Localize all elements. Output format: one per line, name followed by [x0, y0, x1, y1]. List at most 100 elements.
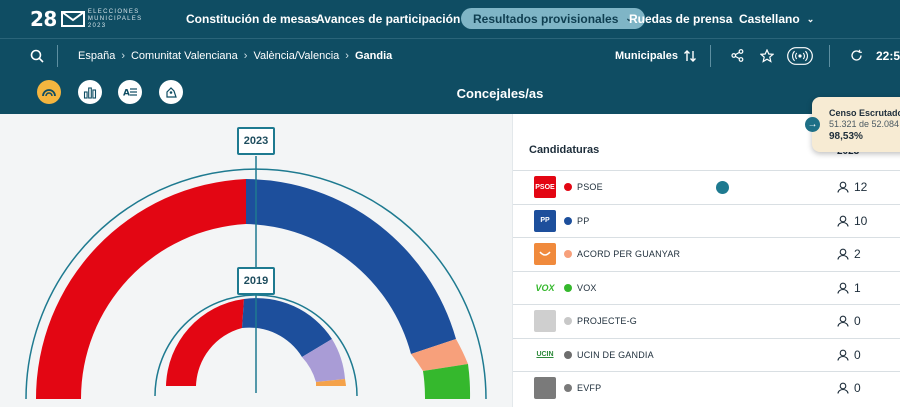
logo-number: 28 — [30, 7, 57, 31]
person-icon — [837, 215, 849, 227]
map-icon[interactable] — [159, 80, 183, 104]
party-color-dot — [564, 350, 572, 359]
chevron-down-icon: ⌄ — [625, 13, 633, 23]
seat-count: 2 — [854, 247, 861, 262]
bar-chart-icon[interactable] — [78, 80, 102, 104]
party-name: UCIN DE GANDIA — [577, 349, 654, 360]
vox-logo: VOX — [534, 276, 556, 299]
search-icon[interactable] — [30, 39, 44, 72]
seat-arc-psoe-2019[interactable] — [166, 299, 244, 386]
featured-icon[interactable] — [716, 180, 729, 194]
language-selector[interactable]: Castellano ⌄ — [739, 0, 814, 38]
seat-count: 10 — [854, 213, 868, 228]
nav-avances-participacion[interactable]: Avances de participación ⌄ — [316, 0, 475, 38]
year-label-2023: 2023 — [237, 127, 275, 155]
party-color-dot — [564, 317, 572, 326]
nav-label: Avances de participación — [316, 12, 461, 26]
party-color-dot — [564, 183, 572, 192]
breadcrumb-item[interactable]: Comunitat Valenciana — [130, 49, 238, 62]
seat-arc-psoe-2023[interactable] — [35, 179, 247, 399]
candidate-row[interactable]: PP PP 10 — [513, 203, 900, 238]
clock-time: 22:51 — [876, 48, 900, 63]
person-icon — [837, 349, 849, 361]
live-broadcast-icon[interactable] — [787, 39, 813, 72]
nav-label: Resultados provisionales — [473, 11, 619, 26]
chevron-right-icon: › — [243, 49, 248, 62]
seat-count: 1 — [854, 280, 861, 295]
nav-constitucion-mesas[interactable]: Constitución de mesas — [186, 0, 317, 38]
acord-logo — [534, 243, 556, 266]
nav-resultados-provisionales[interactable]: Resultados provisionales ⌄ — [461, 8, 645, 29]
seat-arc-pp-2023[interactable] — [246, 179, 456, 354]
party-color-dot — [564, 250, 572, 259]
candidate-row[interactable]: UCIN UCIN DE GANDIA 0 — [513, 337, 900, 372]
candidate-row[interactable]: VOX VOX 1 — [513, 270, 900, 305]
censo-counted: 51.321 de 52.084 — [829, 119, 900, 129]
seat-count: 0 — [854, 314, 861, 329]
divider — [710, 45, 711, 67]
divider — [57, 45, 58, 67]
logo-text: PP — [540, 217, 550, 225]
seat-arc-vox-2023[interactable] — [423, 364, 471, 399]
seat-arc-acord-2023[interactable] — [411, 339, 468, 371]
election-type-label: Municipales — [615, 49, 678, 62]
candidate-row[interactable]: EVFP 0 — [513, 371, 900, 405]
person-icon — [837, 181, 849, 193]
candidate-row[interactable]: PSOE PSOE 12 — [513, 170, 900, 204]
candidate-row[interactable]: ACORD PER GUANYAR 2 — [513, 237, 900, 271]
person-icon — [837, 315, 849, 327]
party-color-dot — [564, 384, 572, 393]
seat-count: 0 — [854, 347, 861, 362]
arrow-right-icon[interactable]: → — [805, 117, 820, 132]
breadcrumb-current: Gandia — [354, 49, 393, 62]
person-icon — [837, 282, 849, 294]
ucin-logo: UCIN — [534, 343, 556, 366]
divider — [829, 45, 830, 67]
section-bar: A Concejales/as — [0, 72, 900, 114]
nav-label: Ruedas de prensa — [629, 12, 733, 26]
chevron-down-icon: ⌄ — [806, 13, 815, 24]
party-color-dot — [564, 283, 572, 292]
logo-text: VOX — [535, 282, 555, 293]
sort-icon[interactable] — [684, 39, 696, 72]
projecte-g-logo — [534, 310, 556, 333]
star-icon[interactable] — [760, 39, 774, 72]
candidates-panel: Candidaturas 2023 PSOE PSOE 12 PP PP 10 … — [512, 114, 900, 407]
seat-count: 12 — [854, 180, 868, 195]
evfp-logo — [534, 377, 556, 400]
refresh-icon[interactable] — [850, 39, 863, 72]
hemicycle-chart — [25, 156, 487, 400]
breadcrumb-item[interactable]: València/Valencia — [253, 49, 340, 62]
hemicycle-2023 — [25, 168, 487, 400]
party-name: PROJECTE-G — [577, 316, 638, 327]
hemicycle-icon[interactable] — [37, 80, 61, 104]
nav-label: Castellano — [739, 12, 800, 26]
person-icon — [837, 382, 849, 394]
nav-label: Constitución de mesas — [186, 12, 318, 26]
candidaturas-header: Candidaturas — [529, 144, 600, 156]
breadcrumb-bar: España › Comunitat Valenciana › València… — [0, 38, 900, 72]
top-navigation: 28 ELECCIONES MUNICIPALES 2023 Constituc… — [0, 0, 900, 38]
party-name: VOX — [577, 282, 597, 293]
list-icon[interactable]: A — [118, 80, 142, 104]
censo-title: Censo Escrutado — [829, 108, 900, 118]
hemicycle-2019 — [154, 294, 358, 397]
seat-arc-pp-2019[interactable] — [242, 298, 332, 357]
censo-escrutado-card[interactable]: → Censo Escrutado 51.321 de 52.084 98,53… — [805, 97, 900, 152]
hemicycle-panel: 2023 2019 — [0, 114, 512, 407]
party-name: PSOE — [577, 182, 603, 193]
person-icon — [837, 248, 849, 260]
seat-arc-other-2019[interactable] — [302, 339, 345, 382]
candidate-row[interactable]: PROJECTE-G 0 — [513, 304, 900, 338]
chevron-right-icon: › — [345, 49, 349, 62]
share-icon[interactable] — [731, 39, 744, 72]
pp-logo: PP — [534, 209, 556, 232]
nav-ruedas-prensa[interactable]: Ruedas de prensa — [629, 0, 732, 38]
seat-arc-orange-2019[interactable] — [316, 379, 346, 386]
party-name: ACORD PER GUANYAR — [577, 249, 681, 260]
elections-logo[interactable]: 28 ELECCIONES MUNICIPALES 2023 — [30, 7, 146, 31]
year-label-2019: 2019 — [237, 267, 275, 295]
breadcrumb-item[interactable]: España — [78, 49, 116, 62]
election-type-selector[interactable]: Municipales — [615, 39, 678, 72]
logo-text: ELECCIONES MUNICIPALES 2023 — [87, 8, 143, 29]
